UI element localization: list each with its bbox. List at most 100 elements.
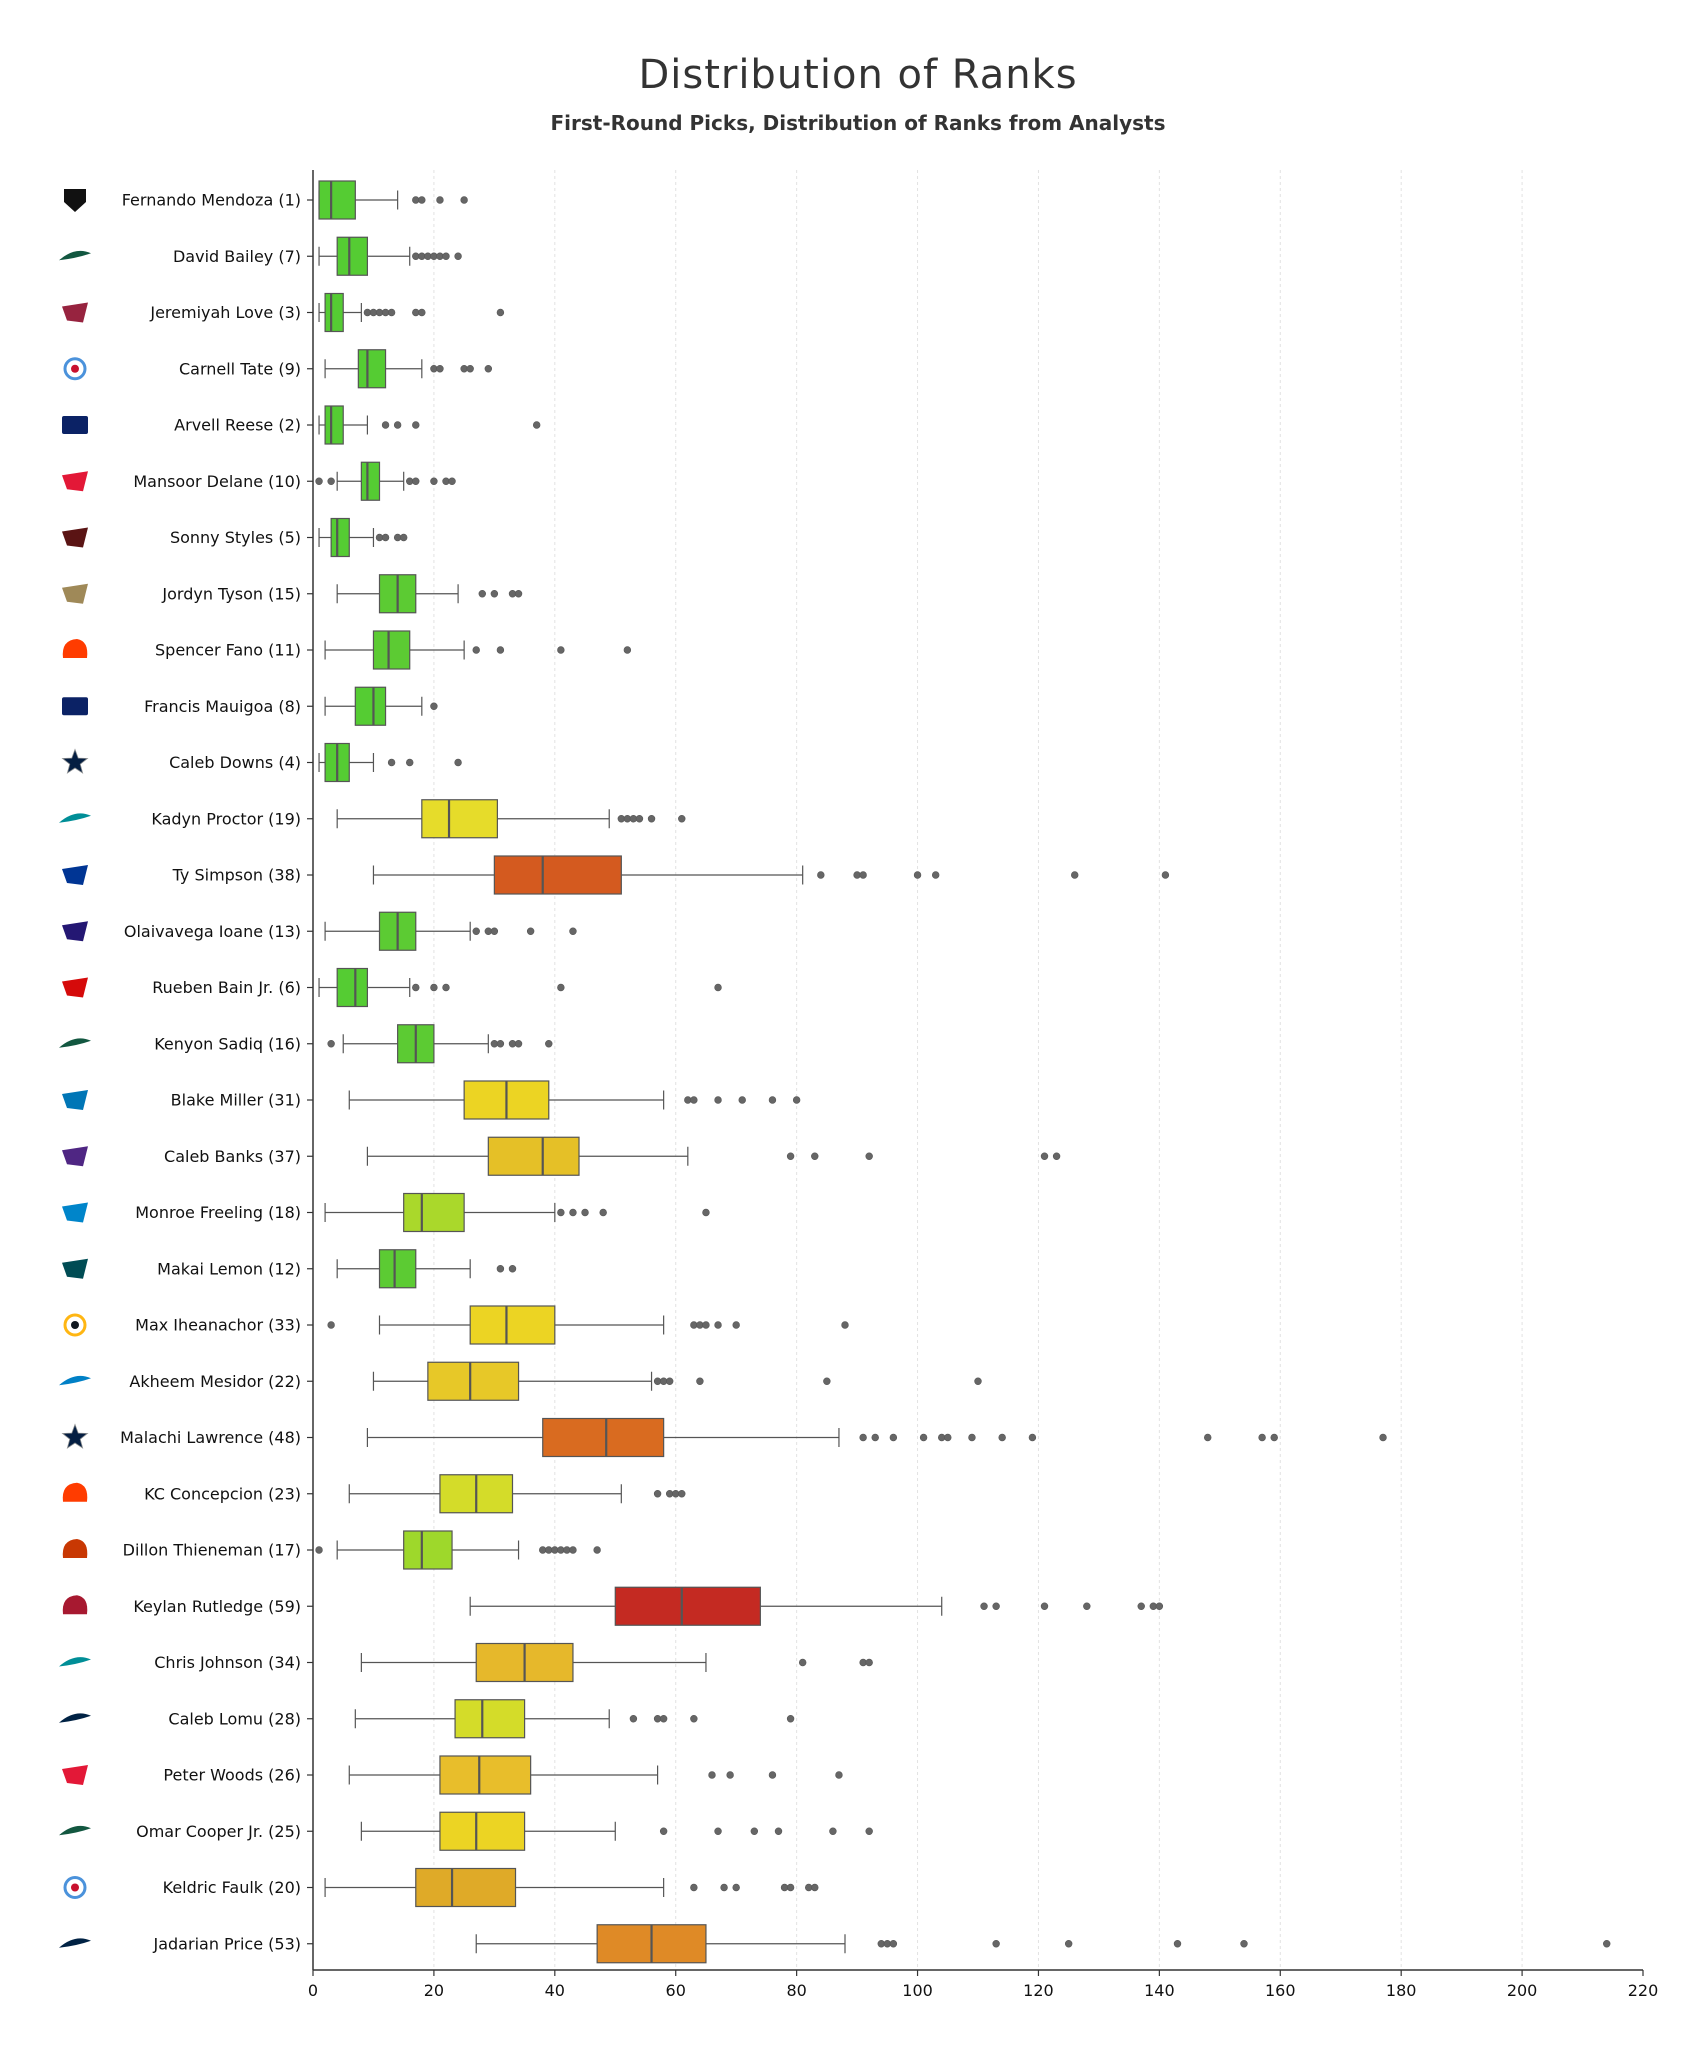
- ravens-logo-icon-shape: [62, 921, 88, 942]
- player-label: Keylan Rutledge (59): [133, 1597, 301, 1616]
- box-row: [469, 1586, 1164, 1626]
- titans-logo-icon-core: [71, 1883, 79, 1892]
- outlier-point: [714, 1827, 722, 1835]
- outlier-point: [557, 1208, 565, 1217]
- outlier-point: [406, 758, 414, 767]
- outlier-point: [992, 1602, 1000, 1610]
- gridlines: [433, 170, 1523, 1970]
- outlier-point: [1071, 871, 1079, 879]
- player-label: Kadyn Proctor (19): [151, 809, 301, 828]
- x-tick-label: 0: [308, 1981, 318, 2000]
- outlier-point: [696, 1377, 704, 1385]
- outlier-point: [714, 983, 722, 992]
- outlier-point: [442, 252, 450, 260]
- giants-logo-icon: [62, 416, 88, 434]
- outlier-point: [1040, 1152, 1049, 1160]
- outlier-point: [418, 308, 426, 317]
- outlier-point: [315, 477, 323, 485]
- outlier-point: [490, 927, 499, 935]
- outlier-point: [412, 421, 420, 429]
- box-row: [318, 967, 722, 1008]
- box-row: [324, 911, 577, 951]
- outlier-point: [545, 1040, 553, 1048]
- plot-area: [315, 180, 1611, 1964]
- box-row: [360, 1642, 873, 1683]
- iqr-box: [614, 1586, 761, 1626]
- iqr-box: [324, 405, 344, 445]
- outlier-point: [387, 758, 396, 767]
- outlier-point: [768, 1096, 777, 1104]
- giants-logo-icon-shape: [62, 416, 88, 434]
- player-label: Caleb Downs (4): [169, 753, 301, 772]
- jets-logo-icon-shape: [59, 1038, 91, 1048]
- outlier-point: [720, 1883, 728, 1892]
- bears-logo-icon-shape: [62, 1539, 88, 1558]
- outlier-point: [315, 1546, 323, 1554]
- player-label: David Bailey (7): [173, 247, 301, 266]
- outlier-point: [992, 1940, 1000, 1948]
- panthers-logo-icon: [62, 1202, 88, 1223]
- outlier-point: [944, 1433, 952, 1442]
- outlier-point: [557, 646, 565, 654]
- eagles-logo-icon: [62, 1258, 88, 1279]
- box-row: [366, 1136, 1061, 1176]
- player-label: Keldric Faulk (20): [163, 1878, 301, 1897]
- saints-logo-icon-shape: [62, 583, 88, 604]
- ravens-logo-icon: [62, 921, 88, 942]
- box-row: [327, 1305, 849, 1345]
- cardinals-logo-icon: [62, 302, 88, 323]
- player-label: Akheem Mesidor (22): [129, 1372, 301, 1391]
- patriots-logo-icon-shape: [59, 1713, 91, 1723]
- outlier-point: [653, 1490, 662, 1498]
- titans-logo-icon: [63, 357, 87, 381]
- y-axis-labels: Fernando Mendoza (1) David Bailey (7) Jere…: [59, 189, 313, 1953]
- chiefs-logo-icon-shape: [62, 471, 88, 492]
- outlier-point: [327, 1040, 335, 1048]
- x-tick-label: 60: [666, 1981, 686, 2000]
- panthers-logo-icon-shape: [62, 1202, 88, 1223]
- outlier-point: [786, 1152, 795, 1160]
- outlier-point: [690, 1715, 698, 1723]
- iqr-box: [454, 1699, 526, 1739]
- cowboys-logo-icon: [61, 748, 89, 774]
- x-tick-label: 200: [1507, 1981, 1538, 2000]
- box-row: [336, 1249, 517, 1289]
- outlier-point: [623, 646, 632, 654]
- box-row: [318, 742, 462, 783]
- outlier-point: [393, 421, 402, 429]
- seahawks-logo-icon: [59, 1938, 91, 1948]
- outlier-point: [496, 1265, 505, 1273]
- browns-logo-icon: [62, 639, 88, 658]
- outlier-point: [931, 871, 940, 879]
- jets-logo-icon-shape: [59, 250, 91, 261]
- chart-title: Distribution of Ranks: [638, 52, 1077, 98]
- x-tick-label: 20: [424, 1981, 444, 2000]
- outlier-point: [750, 1827, 759, 1835]
- outlier-point: [1155, 1602, 1164, 1610]
- iqr-box: [542, 1417, 665, 1458]
- outlier-point: [448, 477, 456, 485]
- player-label: Jeremiyah Love (3): [149, 303, 301, 322]
- player-label: Caleb Banks (37): [164, 1147, 301, 1166]
- player-label: Omar Cooper Jr. (25): [136, 1822, 301, 1841]
- box-row: [372, 1361, 982, 1401]
- player-label: Blake Miller (31): [171, 1091, 301, 1110]
- iqr-box: [324, 292, 344, 333]
- iqr-box: [336, 236, 369, 276]
- player-label: Carnell Tate (9): [179, 359, 301, 378]
- outlier-point: [327, 1321, 335, 1329]
- box-row: [324, 1192, 710, 1233]
- chargers-logo-icon-shape: [59, 1375, 91, 1386]
- outlier-point: [412, 983, 420, 992]
- outlier-point: [1379, 1433, 1387, 1442]
- dolphins-logo-icon-shape: [59, 1657, 91, 1667]
- box-row: [318, 405, 541, 445]
- outlier-point: [811, 1883, 819, 1892]
- raiders-logo-icon: [64, 189, 86, 212]
- outlier-point: [702, 1208, 710, 1217]
- outlier-point: [798, 1658, 807, 1667]
- outlier-point: [1040, 1602, 1049, 1610]
- outlier-point: [690, 1096, 698, 1104]
- outlier-point: [478, 590, 486, 598]
- cowboys-logo-icon-shape: [61, 748, 89, 774]
